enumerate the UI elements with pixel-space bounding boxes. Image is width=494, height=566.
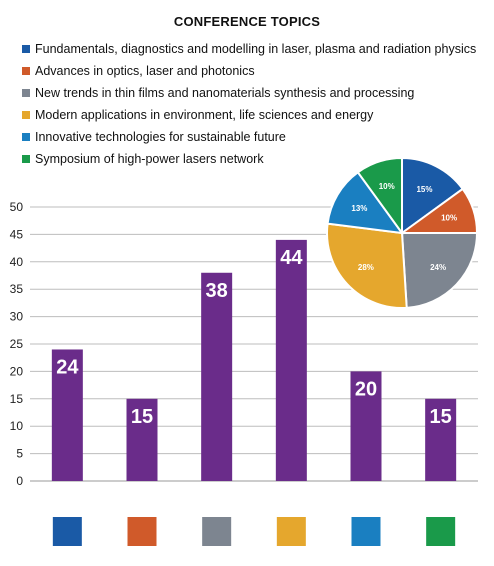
- chart-title: CONFERENCE TOPICS: [173, 14, 321, 29]
- legend-label: Modern applications in environment, life…: [35, 108, 374, 122]
- bar: [350, 371, 382, 481]
- category-swatch: [202, 517, 232, 546]
- legend-label: Advances in optics, laser and photonics: [35, 64, 255, 78]
- category-swatch: [351, 517, 381, 546]
- bar-data-label: 24: [56, 356, 79, 378]
- legend-swatch: [22, 45, 30, 53]
- y-tick-label: 10: [10, 419, 24, 433]
- pie-label: 10%: [441, 214, 457, 223]
- legend-item: New trends in thin films and nanomateria…: [22, 82, 476, 104]
- bar: [425, 398, 457, 481]
- bar: [275, 239, 307, 481]
- bar-data-label: 38: [206, 280, 228, 302]
- pie-label: 24%: [430, 263, 446, 272]
- pie-slice: [401, 156, 465, 235]
- y-tick-label: 5: [16, 447, 23, 461]
- legend-label: Fundamentals, diagnostics and modelling …: [35, 42, 477, 56]
- legend-item: Symposium of high-power lasers network: [22, 148, 476, 170]
- pie-slice: [326, 170, 405, 235]
- category-swatch: [52, 517, 82, 546]
- legend-item: Advances in optics, laser and photonics: [22, 60, 476, 82]
- pie-slice: [356, 156, 403, 237]
- legend-swatch: [22, 155, 30, 163]
- y-tick-label: 15: [10, 392, 24, 406]
- y-tick-label: 25: [10, 337, 24, 351]
- y-tick-label: 40: [10, 255, 24, 269]
- pie-slice: [326, 222, 408, 309]
- legend: Fundamentals, diagnostics and modelling …: [22, 38, 476, 170]
- pie-label: 28%: [358, 263, 374, 272]
- legend-swatch: [22, 111, 30, 119]
- pie-label: 15%: [416, 185, 432, 194]
- y-tick-label: 35: [10, 282, 24, 296]
- bar: [201, 272, 233, 481]
- bar-data-label: 20: [355, 378, 377, 400]
- y-tick-label: 0: [16, 474, 23, 488]
- pie-label: 13%: [351, 204, 367, 213]
- legend-swatch: [22, 89, 30, 97]
- pie-label: 10%: [379, 182, 395, 191]
- bar: [51, 349, 83, 481]
- y-tick-label: 45: [10, 227, 24, 241]
- y-tick-label: 20: [10, 364, 24, 378]
- pie-slice: [400, 232, 479, 309]
- legend-item: Innovative technologies for sustainable …: [22, 126, 476, 148]
- category-swatch: [127, 517, 157, 546]
- legend-label: Innovative technologies for sustainable …: [35, 130, 286, 144]
- category-swatch: [426, 517, 456, 546]
- legend-label: New trends in thin films and nanomateria…: [35, 86, 415, 100]
- legend-swatch: [22, 67, 30, 75]
- legend-item: Fundamentals, diagnostics and modelling …: [22, 38, 476, 60]
- category-swatch: [276, 517, 306, 546]
- legend-swatch: [22, 133, 30, 141]
- bar: [126, 398, 158, 481]
- bar-data-label: 15: [430, 406, 452, 428]
- y-tick-label: 30: [10, 310, 24, 324]
- legend-item: Modern applications in environment, life…: [22, 104, 476, 126]
- y-tick-label: 50: [10, 200, 24, 214]
- bar-data-label: 44: [280, 247, 303, 269]
- bar-data-label: 15: [131, 406, 153, 428]
- legend-label: Symposium of high-power lasers network: [35, 152, 264, 166]
